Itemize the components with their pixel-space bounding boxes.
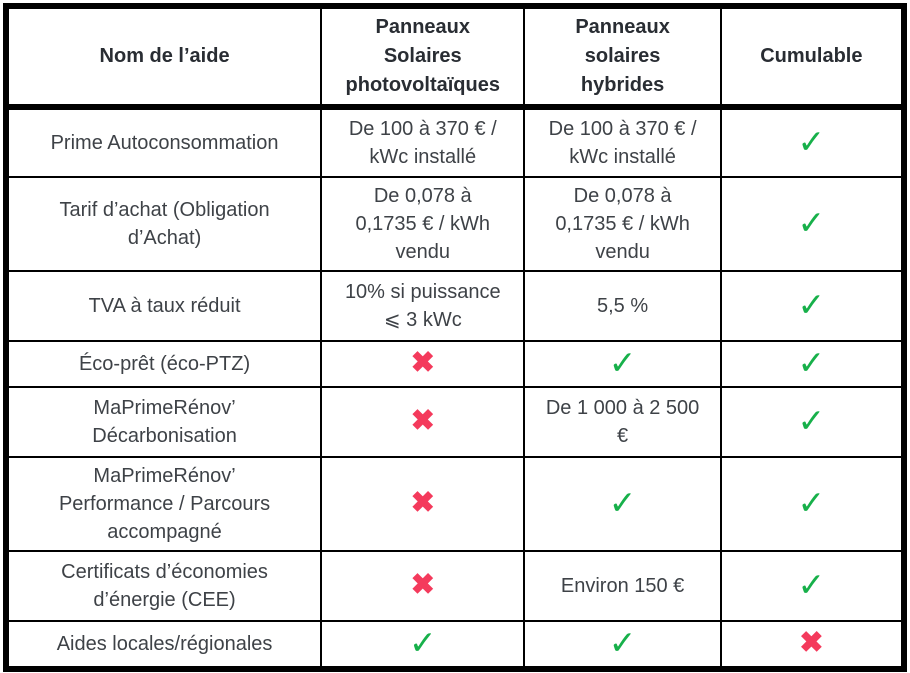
check-icon: ✓ — [797, 344, 826, 381]
check-icon: ✓ — [608, 344, 637, 381]
cell-text: De 100 à 370 € / kWc installé — [348, 118, 497, 168]
hybrid-panels-cell: Environ 150 € — [523, 550, 722, 622]
header-row: Nom de l’aide Panneaux Solaires photovol… — [4, 5, 906, 110]
cell-text: Aides locales/régionales — [56, 633, 273, 655]
hybrid-panels-cell: De 1 000 à 2 500 € — [523, 386, 722, 458]
cross-icon: ✖ — [410, 404, 435, 437]
cell-text: De 0,078 à 0,1735 € / kWh vendu — [555, 185, 690, 263]
aid-name-cell: Éco-prêt (éco-PTZ) — [4, 340, 323, 388]
check-icon: ✓ — [408, 624, 437, 661]
hybrid-panels-cell: 5,5 % — [523, 270, 722, 342]
aid-name-cell: Certificats d’économies d’énergie (CEE) — [4, 550, 323, 622]
cell-text: De 1 000 à 2 500 € — [545, 397, 700, 447]
table-row: MaPrimeRénov’ Décarbonisation ✖ De 1 000 à… — [4, 386, 906, 458]
check-icon: ✓ — [797, 402, 826, 439]
cell-text: 10% si puissance ⩽ 3 kWc — [344, 281, 501, 331]
cross-icon: ✖ — [410, 486, 435, 519]
cell-text: TVA à taux réduit — [88, 295, 241, 317]
cell-text: De 100 à 370 € / kWc installé — [548, 118, 697, 168]
pv-panels-cell: De 100 à 370 € / kWc installé — [320, 106, 526, 178]
cumulable-cell: ✓ — [719, 340, 906, 388]
solar-aid-table: Nom de l’aide Panneaux Solaires photovol… — [3, 3, 907, 672]
pv-panels-cell: ✖ — [320, 340, 526, 388]
aid-name-cell: Prime Autoconsommation — [4, 106, 323, 178]
hybrid-panels-cell: ✓ — [523, 456, 722, 552]
cell-text: 5,5 % — [597, 295, 649, 317]
cumulable-cell: ✖ — [719, 620, 906, 670]
cross-icon: ✖ — [410, 346, 435, 379]
aid-name-cell: MaPrimeRénov’ Performance / Parcours acc… — [4, 456, 323, 552]
pv-panels-cell: ✖ — [320, 386, 526, 458]
aid-name-cell: MaPrimeRénov’ Décarbonisation — [4, 386, 323, 458]
check-icon: ✓ — [797, 123, 826, 160]
table-body: Prime Autoconsommation De 100 à 370 € / k… — [4, 106, 906, 670]
check-icon: ✓ — [797, 484, 826, 521]
check-icon: ✓ — [797, 566, 826, 603]
pv-panels-cell: De 0,078 à 0,1735 € / kWh vendu — [320, 176, 526, 272]
pv-panels-cell: ✓ — [320, 620, 526, 670]
check-icon: ✓ — [608, 624, 637, 661]
table-row: Certificats d’économies d’énergie (CEE) ✖… — [4, 550, 906, 622]
table-row: Aides locales/régionales ✓ ✓ ✖ — [4, 620, 906, 670]
cross-icon: ✖ — [410, 568, 435, 601]
hybrid-panels-cell: ✓ — [523, 340, 722, 388]
pv-panels-cell: ✖ — [320, 456, 526, 552]
aid-name-cell: Aides locales/régionales — [4, 620, 323, 670]
aid-name-cell: Tarif d’achat (Obligation d’Achat) — [4, 176, 323, 272]
check-icon: ✓ — [797, 204, 826, 241]
cumulable-cell: ✓ — [719, 106, 906, 178]
table-row: Tarif d’achat (Obligation d’Achat) De 0,0… — [4, 176, 906, 272]
cumulable-cell: ✓ — [719, 550, 906, 622]
cross-icon: ✖ — [799, 626, 824, 659]
table-row: TVA à taux réduit 10% si puissance ⩽ 3 kW… — [4, 270, 906, 342]
cumulable-cell: ✓ — [719, 270, 906, 342]
table-row: Éco-prêt (éco-PTZ) ✖ ✓ ✓ — [4, 340, 906, 388]
pv-panels-cell: 10% si puissance ⩽ 3 kWc — [320, 270, 526, 342]
aid-name-cell: TVA à taux réduit — [4, 270, 323, 342]
cumulable-cell: ✓ — [719, 456, 906, 552]
check-icon: ✓ — [608, 484, 637, 521]
cell-text: Environ 150 € — [560, 575, 685, 597]
table-row: MaPrimeRénov’ Performance / Parcours acc… — [4, 456, 906, 552]
cell-text: MaPrimeRénov’ Décarbonisation — [92, 397, 237, 447]
cell-text: Éco-prêt (éco-PTZ) — [78, 353, 251, 375]
col-header-pv-panels: Panneaux Solaires photovoltaïques — [320, 5, 526, 110]
check-icon: ✓ — [797, 286, 826, 323]
col-header-aid-name: Nom de l’aide — [4, 5, 323, 110]
pv-panels-cell: ✖ — [320, 550, 526, 622]
hybrid-panels-cell: ✓ — [523, 620, 722, 670]
cumulable-cell: ✓ — [719, 176, 906, 272]
cell-text: MaPrimeRénov’ Performance / Parcours acc… — [58, 465, 271, 543]
cumulable-cell: ✓ — [719, 386, 906, 458]
col-header-cumulable: Cumulable — [719, 5, 906, 110]
hybrid-panels-cell: De 100 à 370 € / kWc installé — [523, 106, 722, 178]
cell-text: Prime Autoconsommation — [50, 132, 279, 154]
cell-text: Certificats d’économies d’énergie (CEE) — [61, 561, 268, 611]
table-row: Prime Autoconsommation De 100 à 370 € / k… — [4, 106, 906, 178]
hybrid-panels-cell: De 0,078 à 0,1735 € / kWh vendu — [523, 176, 722, 272]
cell-text: Tarif d’achat (Obligation d’Achat) — [59, 199, 270, 249]
col-header-hybrid-panels: Panneaux solaires hybrides — [523, 5, 722, 110]
cell-text: De 0,078 à 0,1735 € / kWh vendu — [355, 185, 491, 263]
